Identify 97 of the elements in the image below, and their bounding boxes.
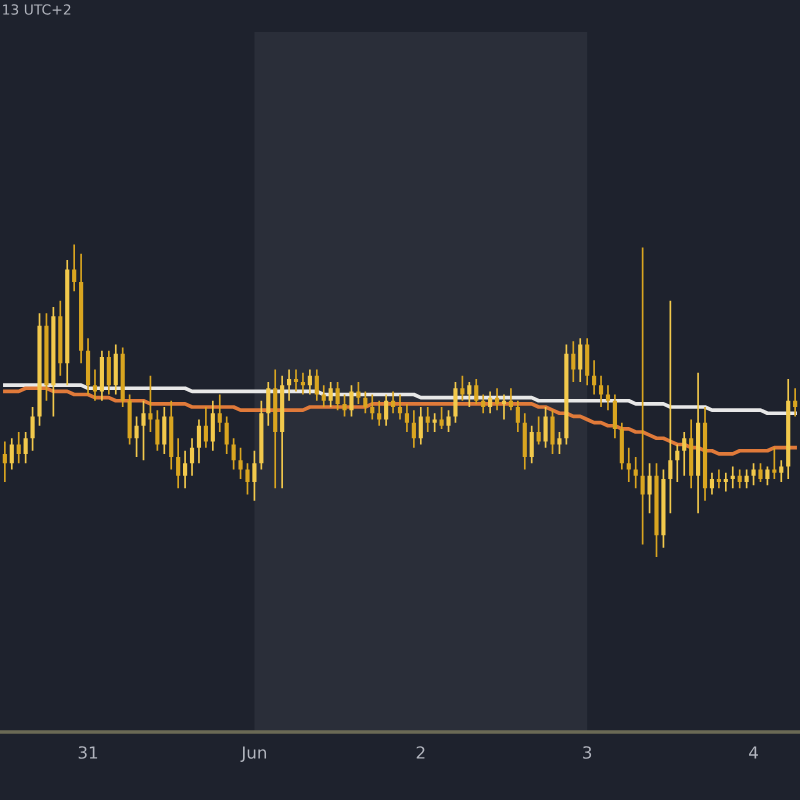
candlestick [384, 394, 389, 426]
candlestick [689, 419, 694, 489]
candlestick [647, 463, 652, 514]
candlestick [266, 382, 271, 426]
candlestick [661, 469, 666, 548]
candlestick [474, 378, 479, 404]
candlestick [675, 444, 680, 482]
x-tick-label: 4 [749, 746, 758, 759]
candlestick [522, 413, 527, 470]
candlestick [189, 438, 195, 476]
candlestick [79, 253, 84, 364]
candlestick [557, 432, 562, 454]
candlestick [134, 416, 139, 457]
candlestick [127, 394, 132, 445]
candlestick [224, 416, 229, 454]
candlestick [515, 400, 520, 432]
candlestick [370, 394, 375, 420]
candlestick [488, 391, 493, 414]
candlestick [217, 394, 222, 432]
candlestick [99, 350, 104, 401]
candlestick [65, 260, 70, 386]
candlestick [585, 338, 590, 386]
candlestick [210, 400, 215, 451]
candlestick [696, 372, 701, 514]
candlestick [702, 407, 708, 501]
candlestick [633, 457, 638, 489]
candlestick [709, 472, 715, 495]
candlestick [425, 407, 430, 432]
candlestick [737, 469, 742, 489]
candlestick [397, 394, 403, 420]
candlestick [58, 300, 63, 376]
candlestick [120, 347, 125, 407]
x-tick-label: 31 [78, 746, 98, 759]
candlestick [467, 382, 472, 407]
candlestick [280, 375, 285, 489]
candlestick [793, 388, 798, 417]
candlestick [786, 378, 791, 479]
candlestick [508, 388, 513, 411]
candlestick [612, 394, 617, 439]
candlestick [287, 369, 292, 401]
candlestick [598, 375, 604, 407]
candlestick [259, 400, 264, 470]
candlestick [314, 369, 319, 401]
candlestick [176, 438, 181, 489]
candlestick [238, 447, 243, 479]
candlestick [682, 432, 687, 476]
candlestick [619, 422, 624, 470]
candlestick [758, 463, 763, 482]
candlestick [550, 410, 555, 454]
candlestick [169, 400, 174, 470]
candlestick [529, 425, 534, 464]
candlestick [716, 469, 721, 489]
candlestick [377, 400, 382, 426]
candlestick [196, 419, 202, 464]
candlestick [592, 360, 597, 395]
candlestick [605, 385, 611, 411]
candlestick [328, 382, 333, 407]
candlestick [203, 407, 208, 448]
candlestick [300, 372, 306, 395]
candlestick [481, 394, 486, 414]
candlestick [2, 441, 7, 482]
candlestick [626, 447, 631, 482]
x-tick-label: 3 [583, 746, 592, 759]
candlestick [578, 338, 583, 382]
candlestick [411, 410, 416, 448]
candlestick [571, 341, 576, 382]
candlestick [85, 338, 91, 395]
candlestick [654, 463, 659, 557]
candlestick [293, 369, 299, 392]
candlestick [183, 450, 188, 489]
candlestick [453, 382, 458, 423]
candlestick [730, 466, 735, 489]
candlestick [321, 385, 326, 407]
x-tick-label: Jun [240, 746, 267, 762]
candlestick [16, 432, 21, 464]
candlestick [245, 463, 250, 495]
candlestick [72, 244, 77, 292]
candlestick [404, 403, 410, 432]
candlestick [273, 369, 278, 489]
candlestick [779, 460, 784, 482]
candlestick [349, 385, 354, 417]
candlestick [44, 313, 49, 401]
candlestick [106, 350, 111, 395]
candlestick [162, 407, 167, 454]
candlestick [494, 388, 500, 411]
candlestick [113, 344, 118, 395]
x-tick-label: 2 [416, 746, 425, 759]
candlestick [307, 369, 312, 395]
candlestick [564, 344, 569, 445]
candlestick [501, 394, 507, 420]
candlestick [9, 438, 14, 470]
candlestick [446, 410, 451, 432]
candlestick [390, 391, 396, 414]
candlestick [418, 407, 423, 445]
candlestick [37, 313, 42, 426]
candlestick [723, 472, 728, 492]
candlestick [92, 369, 98, 401]
